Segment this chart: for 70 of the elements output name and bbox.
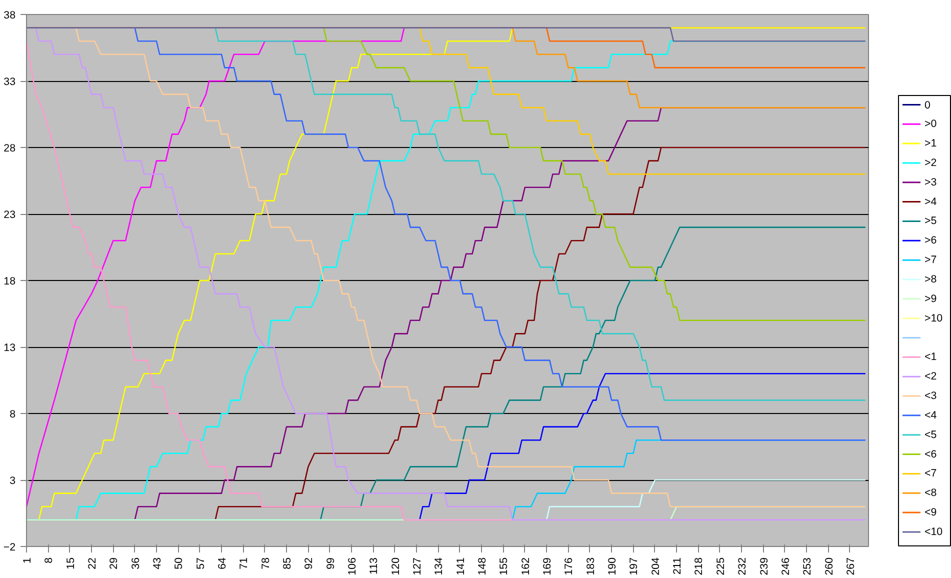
x-tick-label: 253 (802, 557, 814, 576)
legend-label: >0 (924, 118, 937, 130)
legend-label: >8 (924, 273, 937, 286)
x-tick-label: 43 (152, 557, 164, 570)
x-tick-label: 218 (693, 557, 706, 576)
x-tick-label: 50 (173, 557, 186, 570)
legend-label: <7 (924, 468, 937, 480)
y-tick-label: 33 (4, 76, 16, 88)
x-tick-label: 260 (823, 557, 836, 576)
x-tick-label: 183 (584, 557, 597, 576)
x-tick-label: 127 (412, 557, 424, 576)
y-tick-label: 18 (4, 276, 16, 288)
x-tick-label: 99 (324, 557, 337, 570)
x-tick-label: 64 (216, 557, 229, 570)
legend-label: <3 (924, 390, 937, 402)
legend-label: >3 (924, 176, 937, 188)
legend-label: <2 (924, 370, 937, 383)
y-tick-label: 13 (4, 342, 16, 354)
x-tick-label: 204 (650, 557, 662, 576)
legend-label: >7 (924, 254, 937, 266)
legend-label: >5 (924, 215, 937, 228)
x-tick-label: 225 (714, 557, 727, 576)
x-tick-label: 197 (628, 557, 640, 576)
x-tick-label: 169 (542, 557, 554, 576)
legend-label: <5 (924, 428, 937, 441)
x-tick-label: 134 (433, 557, 446, 576)
legend-label: >1 (924, 138, 937, 150)
y-tick-label: 23 (4, 209, 16, 221)
x-tick-label: 106 (346, 557, 359, 576)
legend-label: >2 (924, 156, 937, 169)
x-tick-label: 155 (498, 557, 510, 576)
y-tick-label: −2 (3, 542, 16, 554)
x-tick-label: 176 (563, 557, 576, 576)
legend-label: >10 (924, 312, 943, 324)
x-tick-label: 29 (108, 557, 120, 570)
x-tick-label: 85 (282, 557, 294, 570)
legend-label: >9 (924, 292, 937, 305)
x-tick-label: 36 (130, 557, 142, 570)
x-tick-label: 22 (86, 557, 99, 570)
x-tick-label: 113 (368, 557, 380, 574)
x-tick-label: 211 (672, 557, 684, 574)
legend-label: <10 (924, 526, 943, 538)
x-tick-label: 78 (260, 557, 272, 570)
y-tick-label: 8 (10, 408, 16, 420)
x-tick-label: 239 (758, 557, 770, 576)
y-tick-label: 3 (10, 475, 16, 487)
legend-label: >4 (924, 196, 937, 208)
legend-label: <8 (924, 487, 937, 500)
legend-label: <6 (924, 448, 937, 460)
x-tick-label: 232 (736, 557, 749, 576)
y-tick-label: 38 (4, 10, 16, 22)
y-tick-label: 28 (4, 142, 16, 154)
x-tick-label: 57 (194, 557, 207, 570)
x-tick-label: 267 (844, 557, 857, 576)
legend-label: <1 (924, 351, 937, 364)
x-tick-label: 162 (520, 557, 532, 576)
x-tick-label: 8 (43, 557, 56, 564)
x-tick-label: 120 (390, 557, 402, 576)
x-tick-label: 15 (64, 557, 77, 570)
legend-label: <4 (924, 409, 937, 422)
x-tick-label: 92 (303, 557, 316, 570)
x-tick-label: 190 (606, 557, 619, 576)
x-tick-label: 71 (238, 557, 250, 570)
x-tick-label: 148 (476, 557, 489, 576)
legend-label: <9 (924, 506, 937, 519)
legend-label: 0 (924, 100, 930, 112)
x-tick-label: 1 (22, 557, 34, 564)
x-tick-label: 246 (780, 557, 792, 576)
x-tick-label: 141 (454, 557, 467, 576)
legend-label: >6 (924, 234, 937, 247)
